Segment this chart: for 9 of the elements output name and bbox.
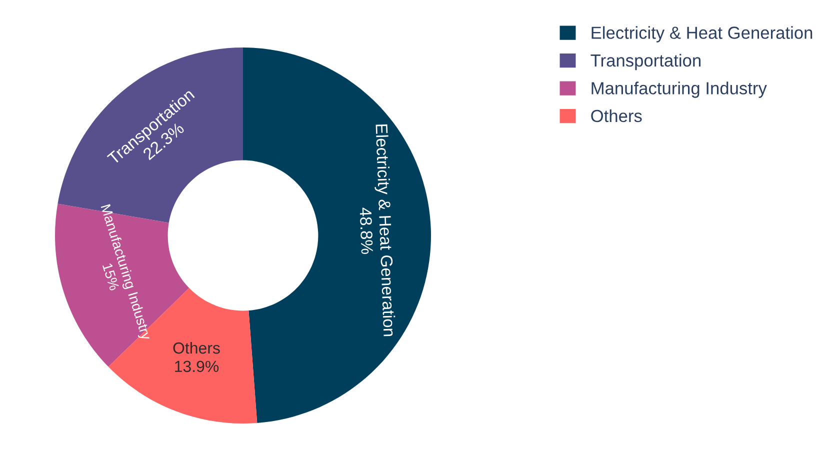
- legend-label: Others: [591, 109, 642, 122]
- slice-label: Others: [173, 342, 220, 354]
- legend-label: Transportation: [590, 54, 700, 70]
- data-label: 13.9%: [175, 360, 219, 372]
- data-label: 48.8%: [360, 207, 374, 254]
- donut-slice: [243, 48, 431, 423]
- legend-label: Electricity & Heat Generation: [592, 26, 812, 42]
- slice-label: Electricity & Heat Generation: [372, 124, 396, 336]
- legend-label: Manufacturing Industry: [592, 82, 767, 98]
